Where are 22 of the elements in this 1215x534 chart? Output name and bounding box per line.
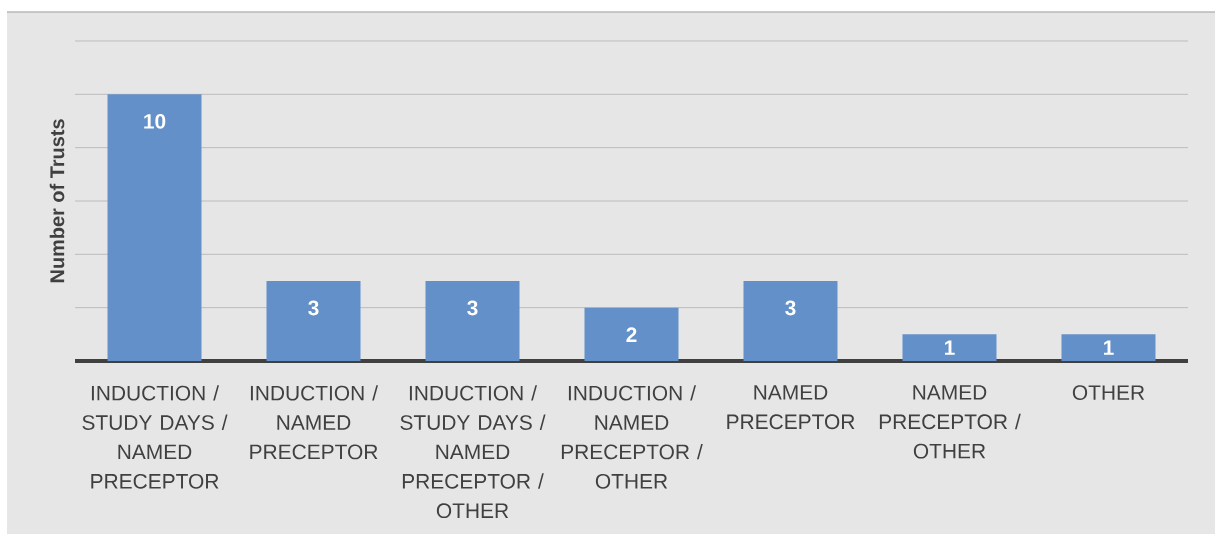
x-tick-label: INDUCTION / STUDY DAYS / NAMED PRECEPTOR [82,385,228,489]
x-tick-label: INDUCTION / NAMED PRECEPTOR [250,385,378,460]
data-label: 3 [467,300,478,316]
bar [743,280,838,361]
data-label: 3 [308,300,319,316]
x-tick-label: INDUCTION / STUDY DAYS / NAMED PRECEPTOR / OTHER [400,385,546,519]
x-tick-label: NAMED PRECEPTOR / OTHER [879,385,1021,459]
data-label: 3 [785,300,796,316]
x-tick-label: OTHER [1072,385,1145,400]
bar [584,307,679,361]
bar [425,280,520,361]
data-label: 2 [626,327,637,342]
bar [266,280,361,361]
bar [107,94,202,361]
bar [1061,334,1156,361]
data-label: 10 [144,113,166,129]
data-label: 1 [1103,340,1114,355]
bar [902,334,997,361]
x-tick-label: INDUCTION / NAMED PRECEPTOR / OTHER [561,385,703,489]
y-axis-title: Number of Trusts [49,119,65,283]
data-label: 1 [944,340,955,355]
x-tick-label: NAMED PRECEPTOR [727,385,855,430]
